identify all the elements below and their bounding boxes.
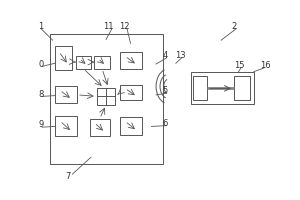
Bar [120, 85, 142, 100]
Bar [90, 119, 110, 136]
Bar [55, 116, 77, 136]
Text: 2: 2 [231, 22, 237, 31]
Bar [55, 46, 72, 70]
Text: 0: 0 [38, 60, 43, 69]
Bar [234, 76, 250, 100]
Bar [193, 76, 207, 100]
Text: 13: 13 [175, 51, 185, 60]
Text: 15: 15 [235, 61, 245, 70]
Bar [50, 34, 163, 164]
Bar [55, 86, 77, 103]
Text: 7: 7 [65, 172, 70, 181]
Text: 1: 1 [38, 22, 43, 31]
Bar [76, 56, 91, 69]
Text: 12: 12 [119, 22, 130, 31]
Bar [120, 52, 142, 69]
Text: 11: 11 [103, 22, 114, 31]
Bar [191, 72, 254, 104]
Bar [120, 117, 142, 135]
Text: 16: 16 [260, 61, 271, 70]
Text: 9: 9 [38, 120, 43, 129]
Text: 4: 4 [163, 51, 168, 60]
Text: 8: 8 [38, 90, 44, 99]
Text: 6: 6 [163, 119, 168, 128]
Bar [94, 56, 110, 69]
Text: 5: 5 [163, 86, 168, 95]
Bar [97, 88, 116, 105]
